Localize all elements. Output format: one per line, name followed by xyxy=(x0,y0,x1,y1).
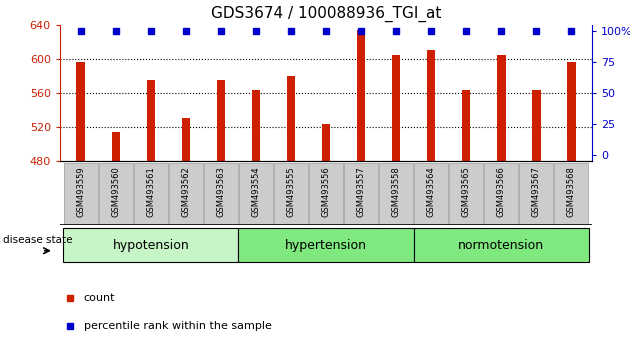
Bar xyxy=(309,163,343,225)
Bar xyxy=(392,56,401,161)
Text: GSM493567: GSM493567 xyxy=(532,166,541,217)
Bar xyxy=(519,163,553,225)
Bar xyxy=(64,228,239,262)
Bar xyxy=(147,80,155,161)
Title: GDS3674 / 100088936_TGI_at: GDS3674 / 100088936_TGI_at xyxy=(211,6,441,22)
Text: GSM493563: GSM493563 xyxy=(217,166,226,217)
Bar xyxy=(344,163,378,225)
Text: GSM493564: GSM493564 xyxy=(427,166,435,217)
Bar xyxy=(217,80,226,161)
Text: GSM493568: GSM493568 xyxy=(567,166,576,217)
Text: GSM493566: GSM493566 xyxy=(496,166,506,217)
Text: GSM493562: GSM493562 xyxy=(181,166,190,217)
Bar xyxy=(287,76,295,161)
Bar xyxy=(64,163,98,225)
Bar xyxy=(181,119,190,161)
Text: GSM493560: GSM493560 xyxy=(112,166,120,217)
Bar xyxy=(497,56,505,161)
Text: percentile rank within the sample: percentile rank within the sample xyxy=(84,320,272,331)
Bar xyxy=(76,62,85,161)
Text: GSM493557: GSM493557 xyxy=(357,166,365,217)
Bar xyxy=(567,62,576,161)
Text: normotension: normotension xyxy=(458,239,544,252)
Bar xyxy=(415,163,448,225)
Bar xyxy=(379,163,413,225)
Text: count: count xyxy=(84,292,115,303)
Bar xyxy=(134,163,168,225)
Text: hypotension: hypotension xyxy=(113,239,189,252)
Bar xyxy=(274,163,308,225)
Bar xyxy=(99,163,133,225)
Bar xyxy=(239,163,273,225)
Bar xyxy=(112,132,120,161)
Bar xyxy=(554,163,588,225)
Text: GSM493555: GSM493555 xyxy=(287,166,295,217)
Text: GSM493559: GSM493559 xyxy=(76,166,85,217)
Bar xyxy=(204,163,238,225)
Bar xyxy=(357,30,365,161)
Text: GSM493561: GSM493561 xyxy=(146,166,156,217)
Text: GSM493558: GSM493558 xyxy=(392,166,401,217)
Bar xyxy=(322,124,330,161)
Bar xyxy=(449,163,483,225)
Bar xyxy=(484,163,518,225)
Text: GSM493565: GSM493565 xyxy=(462,166,471,217)
Text: hypertension: hypertension xyxy=(285,239,367,252)
Bar xyxy=(462,90,471,161)
Bar xyxy=(427,50,435,161)
Bar xyxy=(413,228,588,262)
Text: GSM493554: GSM493554 xyxy=(251,166,260,217)
Text: GSM493556: GSM493556 xyxy=(321,166,331,217)
Bar xyxy=(532,90,541,161)
Text: disease state: disease state xyxy=(3,235,72,245)
Bar xyxy=(251,90,260,161)
Bar xyxy=(239,228,413,262)
Bar xyxy=(169,163,203,225)
